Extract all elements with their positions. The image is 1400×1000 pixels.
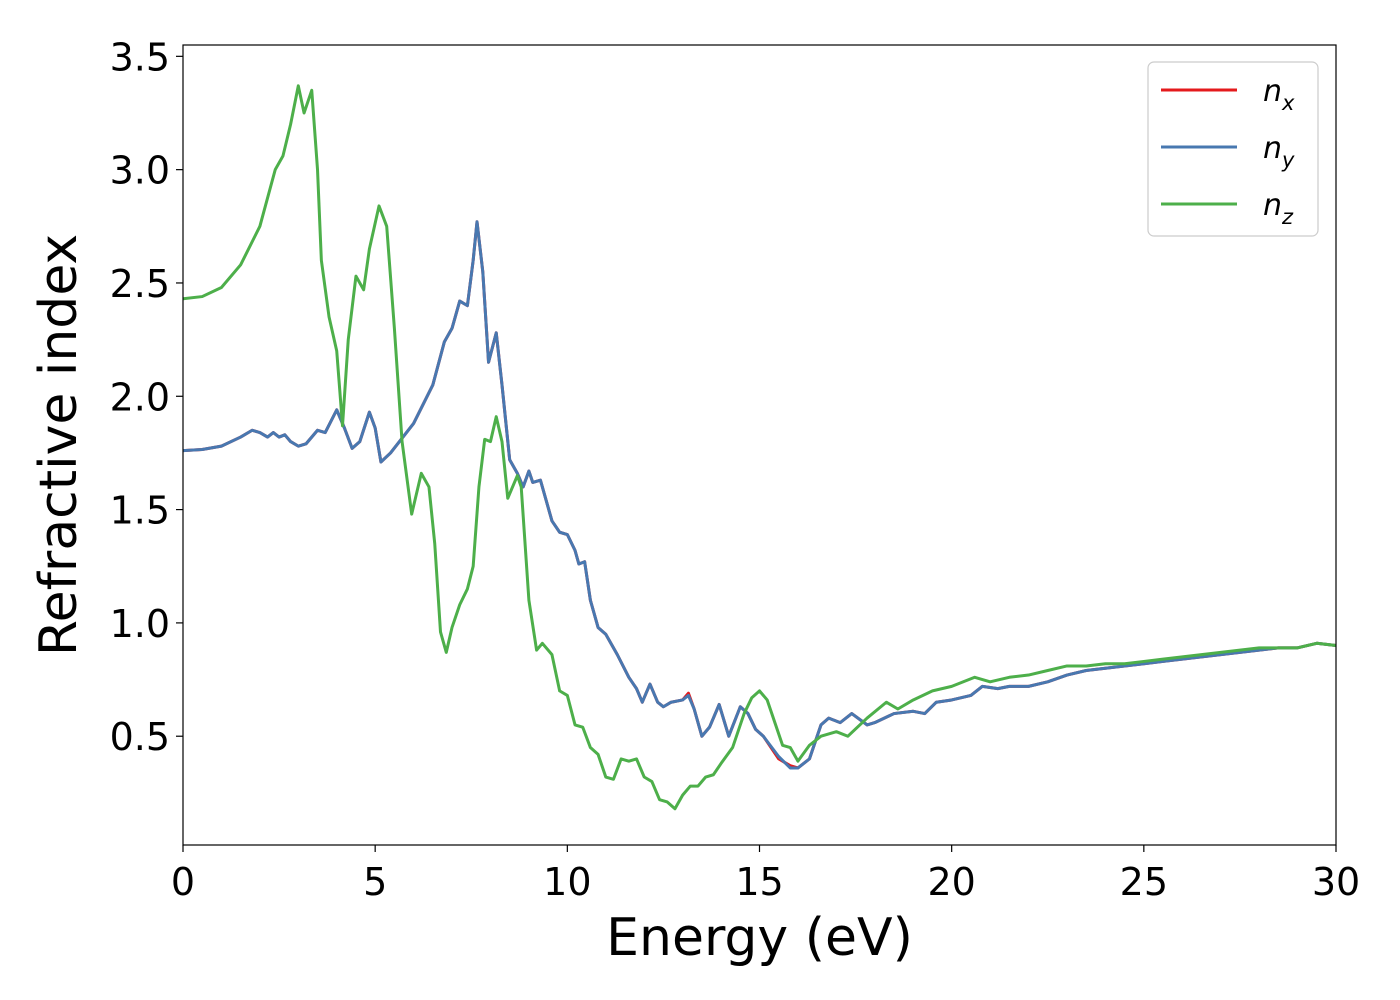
x-axis-ticks: 0 5 10 15 20 25 30 (171, 845, 1360, 904)
y-tick-label: 1.0 (110, 602, 170, 646)
legend-box (1147, 61, 1319, 237)
x-tick-label: 0 (171, 860, 195, 904)
series-line-n-z (183, 84, 1336, 811)
x-tick-label: 20 (927, 860, 975, 904)
y-axis-ticks: 0.5 1.0 1.5 2.0 2.5 3.0 3.5 (110, 35, 183, 759)
x-tick-label: 5 (363, 860, 387, 904)
x-tick-label: 25 (1120, 860, 1168, 904)
y-tick-label: 0.5 (110, 715, 170, 759)
y-tick-label: 3.5 (110, 35, 170, 79)
y-axis-title: Refractive index (29, 234, 89, 656)
x-tick-label: 10 (543, 860, 591, 904)
series-line-n-x (183, 220, 1336, 770)
y-tick-label: 1.5 (110, 489, 170, 533)
y-tick-label: 3.0 (110, 149, 170, 193)
series-line-n-y (183, 220, 1336, 770)
x-tick-label: 30 (1312, 860, 1360, 904)
legend-label-subscript: x (1281, 91, 1295, 115)
y-tick-label: 2.5 (110, 262, 170, 306)
x-tick-label: 15 (735, 860, 783, 904)
plot-lines (183, 84, 1336, 811)
legend-label-subscript: y (1281, 148, 1295, 172)
y-tick-label: 2.0 (110, 375, 170, 419)
x-axis-title: Energy (eV) (606, 908, 913, 968)
legend-label: nz (1263, 188, 1294, 229)
legend-label-subscript: z (1281, 205, 1294, 229)
